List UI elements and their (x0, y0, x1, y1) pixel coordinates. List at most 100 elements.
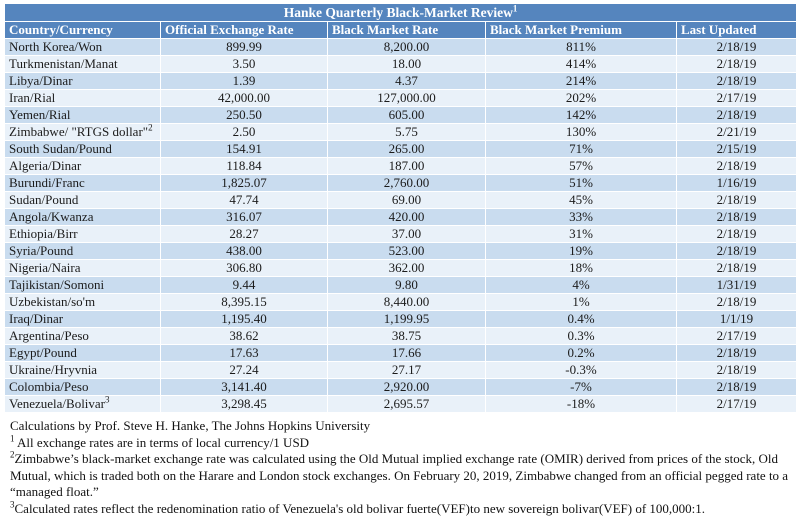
cell-last-updated: 2/18/19 (675, 225, 798, 243)
cell-premium: 57% (485, 157, 677, 175)
cell-premium: -7% (485, 378, 677, 396)
cell-premium: 202% (485, 89, 677, 107)
cell-last-updated: 2/17/19 (675, 89, 798, 107)
table-row: Argentina/Peso 38.62 38.75 0.3% 2/17/19 (4, 327, 798, 345)
cell-official-rate: 1,195.40 (160, 310, 328, 328)
cell-last-updated: 2/17/19 (675, 327, 798, 345)
cell-official-rate: 250.50 (160, 106, 328, 124)
table-row: Angola/Kwanza 316.07 420.00 33% 2/18/19 (4, 208, 798, 226)
cell-premium: 51% (485, 174, 677, 192)
cell-premium: 31% (485, 225, 677, 243)
table-row: North Korea/Won 899.99 8,200.00 811% 2/18/19 (4, 38, 798, 56)
footnote-ref: 3 (105, 395, 110, 405)
cell-black-market-rate: 4.37 (327, 72, 486, 90)
cell-premium: 142% (485, 106, 677, 124)
cell-black-market-rate: 2,695.57 (327, 395, 486, 413)
table-body: North Korea/Won 899.99 8,200.00 811% 2/18/19… (4, 38, 798, 413)
cell-country: Turkmenistan/Manat (4, 55, 161, 73)
cell-last-updated: 2/18/19 (675, 38, 798, 56)
cell-last-updated: 2/18/19 (675, 191, 798, 209)
cell-black-market-rate: 127,000.00 (327, 89, 486, 107)
cell-country: Colombia/Peso (4, 378, 161, 396)
cell-black-market-rate: 38.75 (327, 327, 486, 345)
cell-country: Iraq/Dinar (4, 310, 161, 328)
cell-last-updated: 2/18/19 (675, 242, 798, 260)
cell-last-updated: 1/1/19 (675, 310, 798, 328)
cell-country: Algeria/Dinar (4, 157, 161, 175)
cell-premium: 414% (485, 55, 677, 73)
cell-country: Libya/Dinar (4, 72, 161, 90)
footnote-2: 2Zimbabwe’s black-market exchange rate w… (10, 450, 790, 501)
cell-premium: 45% (485, 191, 677, 209)
cell-country: Venezuela/Bolivar3 (4, 395, 161, 413)
cell-official-rate: 27.24 (160, 361, 328, 379)
table-header-row: Country/Currency Official Exchange Rate … (4, 21, 798, 39)
cell-black-market-rate: 1,199.95 (327, 310, 486, 328)
cell-black-market-rate: 37.00 (327, 225, 486, 243)
table-row: Iraq/Dinar 1,195.40 1,199.95 0.4% 1/1/19 (4, 310, 798, 328)
footnotes-section: Calculations by Prof. Steve H. Hanke, Th… (4, 413, 796, 517)
cell-premium: 0.4% (485, 310, 677, 328)
cell-last-updated: 2/17/19 (675, 395, 798, 413)
cell-last-updated: 2/18/19 (675, 293, 798, 311)
cell-premium: -18% (485, 395, 677, 413)
cell-premium: -0.3% (485, 361, 677, 379)
cell-black-market-rate: 265.00 (327, 140, 486, 158)
cell-official-rate: 2.50 (160, 123, 328, 141)
cell-country: Iran/Rial (4, 89, 161, 107)
cell-last-updated: 2/18/19 (675, 55, 798, 73)
table-row: Turkmenistan/Manat 3.50 18.00 414% 2/18/19 (4, 55, 798, 73)
footnote-2-text: Zimbabwe’s black-market exchange rate wa… (10, 451, 789, 499)
footnote-3-ref: 3 (10, 499, 15, 510)
cell-black-market-rate: 187.00 (327, 157, 486, 175)
cell-premium: 0.2% (485, 344, 677, 362)
cell-official-rate: 1,825.07 (160, 174, 328, 192)
cell-last-updated: 2/18/19 (675, 361, 798, 379)
table-row: Yemen/Rial 250.50 605.00 142% 2/18/19 (4, 106, 798, 124)
cell-official-rate: 154.91 (160, 140, 328, 158)
table-row: Zimbabwe/ "RTGS dollar"2 2.50 5.75 130% 2/21… (4, 123, 798, 141)
cell-premium: 811% (485, 38, 677, 56)
cell-black-market-rate: 2,920.00 (327, 378, 486, 396)
table-row: Uzbekistan/so'm 8,395.15 8,440.00 1% 2/18/19 (4, 293, 798, 311)
cell-country: Tajikistan/Somoni (4, 276, 161, 294)
cell-country: Nigeria/Naira (4, 259, 161, 277)
cell-country: Argentina/Peso (4, 327, 161, 345)
cell-country: Egypt/Pound (4, 344, 161, 362)
column-header-black-market-premium: Black Market Premium (485, 21, 677, 39)
table-row: Nigeria/Naira 306.80 362.00 18% 2/18/19 (4, 259, 798, 277)
cell-country: Syria/Pound (4, 242, 161, 260)
table-row: Syria/Pound 438.00 523.00 19% 2/18/19 (4, 242, 798, 260)
table-row: Iran/Rial 42,000.00 127,000.00 202% 2/17/19 (4, 89, 798, 107)
cell-premium: 130% (485, 123, 677, 141)
cell-official-rate: 3.50 (160, 55, 328, 73)
cell-country: Ukraine/Hryvnia (4, 361, 161, 379)
cell-official-rate: 8,395.15 (160, 293, 328, 311)
table-row: Sudan/Pound 47.74 69.00 45% 2/18/19 (4, 191, 798, 209)
cell-black-market-rate: 69.00 (327, 191, 486, 209)
cell-official-rate: 3,298.45 (160, 395, 328, 413)
title-row: Hanke Quarterly Black-Market Review1 (3, 3, 798, 22)
cell-country: Yemen/Rial (4, 106, 161, 124)
footnote-1-ref: 1 (10, 433, 15, 444)
column-header-country-currency: Country/Currency (4, 21, 161, 39)
cell-last-updated: 2/18/19 (675, 259, 798, 277)
cell-black-market-rate: 523.00 (327, 242, 486, 260)
table-row: Ukraine/Hryvnia 27.24 27.17 -0.3% 2/18/19 (4, 361, 798, 379)
cell-country: Uzbekistan/so'm (4, 293, 161, 311)
cell-premium: 0.3% (485, 327, 677, 345)
cell-official-rate: 899.99 (160, 38, 328, 56)
cell-country: Angola/Kwanza (4, 208, 161, 226)
cell-official-rate: 3,141.40 (160, 378, 328, 396)
table-row: Venezuela/Bolivar3 3,298.45 2,695.57 -18% 2/… (4, 395, 798, 413)
footnote-1-text: All exchange rates are in terms of local… (14, 434, 310, 450)
column-header-last-updated: Last Updated (675, 21, 798, 39)
footnote-1: 1 All exchange rates are in terms of loc… (10, 433, 790, 452)
cell-premium: 4% (485, 276, 677, 294)
cell-official-rate: 306.80 (160, 259, 328, 277)
cell-last-updated: 1/16/19 (675, 174, 798, 192)
cell-black-market-rate: 420.00 (327, 208, 486, 226)
footnote-3: 3Calculated rates reflect the redenomina… (10, 499, 790, 518)
cell-premium: 71% (485, 140, 677, 158)
footnote-ref: 2 (148, 123, 153, 133)
